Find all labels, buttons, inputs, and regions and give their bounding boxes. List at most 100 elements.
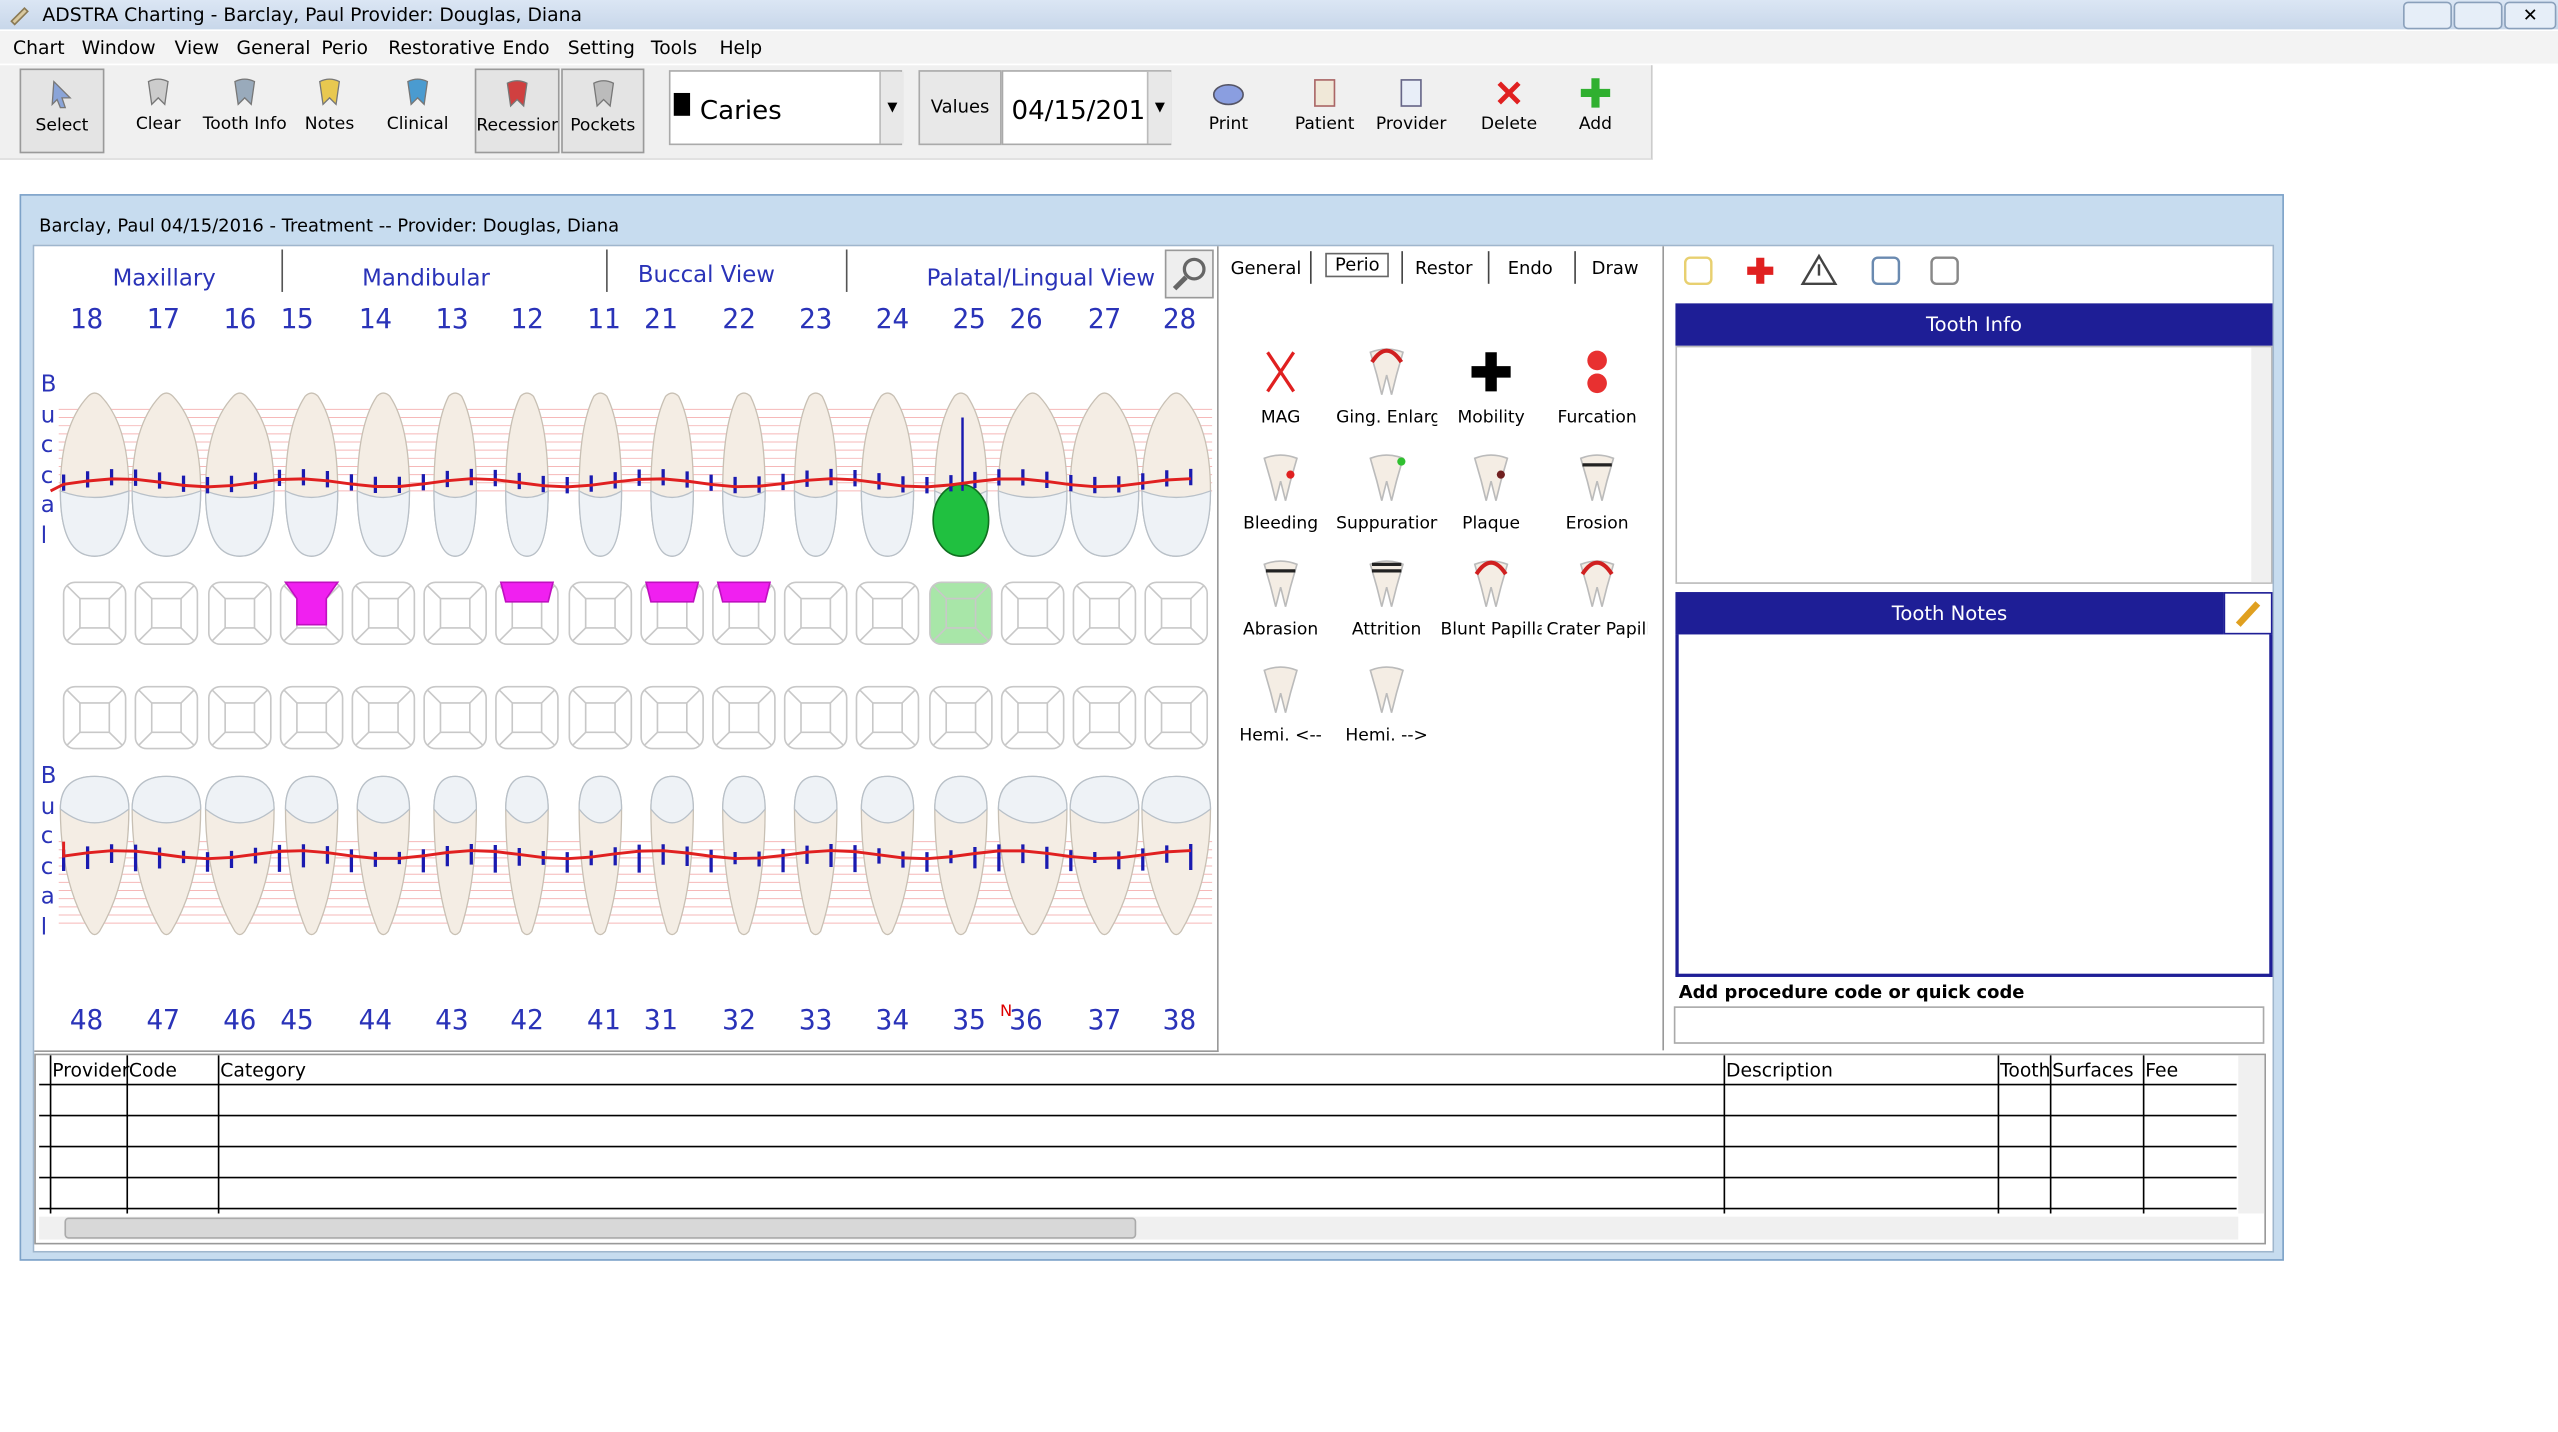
- tooth-notes-box[interactable]: [1675, 634, 2273, 977]
- menu-item[interactable]: Setting: [567, 35, 635, 59]
- tooth-number[interactable]: 32: [722, 1004, 756, 1038]
- tooth-number[interactable]: 44: [358, 1004, 392, 1038]
- date-picker[interactable]: 04/15/2016 ▼: [1001, 70, 1172, 146]
- view-tab[interactable]: Maxillary: [112, 265, 216, 292]
- condition-dropdown[interactable]: Caries ▼: [668, 70, 904, 146]
- tooth-number[interactable]: 31: [644, 1004, 678, 1038]
- tooth-number[interactable]: 36: [1009, 1004, 1043, 1038]
- menu-item[interactable]: General: [236, 35, 311, 59]
- action-button[interactable]: Print: [1188, 69, 1270, 154]
- info-icon[interactable]: [1800, 253, 1838, 286]
- tool-button[interactable]: Clear: [117, 69, 199, 154]
- tooth-number[interactable]: 33: [798, 1004, 833, 1038]
- tooth-number[interactable]: 27: [1087, 303, 1122, 336]
- tools-tab[interactable]: Restor: [1415, 257, 1473, 279]
- action-button[interactable]: Patient: [1284, 69, 1366, 154]
- tooth-number[interactable]: 28: [1162, 303, 1197, 336]
- view-tab[interactable]: Mandibular: [362, 265, 490, 292]
- edit-notes-button[interactable]: [2223, 592, 2273, 635]
- tooth-number[interactable]: 23: [798, 303, 833, 336]
- tooth-number[interactable]: 14: [358, 303, 392, 336]
- menu-item[interactable]: Chart: [13, 35, 65, 59]
- column-header[interactable]: Code: [128, 1058, 177, 1082]
- tool-label[interactable]: Abrasion: [1243, 619, 1319, 640]
- view-tab[interactable]: Palatal/Lingual View: [926, 265, 1156, 292]
- menu-item[interactable]: Restorative: [388, 35, 496, 59]
- tools-tab[interactable]: Perio: [1325, 252, 1390, 278]
- tooth-number[interactable]: 15: [280, 303, 314, 336]
- menu-item[interactable]: Window: [81, 35, 156, 59]
- tool-label[interactable]: Attrition: [1351, 619, 1422, 640]
- tooth-number[interactable]: 16: [223, 303, 257, 336]
- tooth-number[interactable]: 47: [146, 1004, 180, 1038]
- menu-item[interactable]: Endo: [502, 35, 550, 59]
- action-button[interactable]: Delete: [1468, 69, 1550, 154]
- menu-item[interactable]: Help: [719, 35, 763, 59]
- tools-tab[interactable]: Endo: [1507, 257, 1553, 279]
- tooth-number[interactable]: 25: [952, 303, 986, 336]
- info-icon[interactable]: [1930, 256, 1959, 286]
- tooth-number[interactable]: 37: [1087, 1004, 1122, 1038]
- tool-button[interactable]: Tooth Info: [202, 69, 287, 154]
- column-header[interactable]: Surfaces: [2052, 1058, 2134, 1082]
- menu-item[interactable]: Perio: [321, 35, 368, 59]
- action-button[interactable]: Add: [1555, 69, 1637, 154]
- tool-label[interactable]: Suppuration: [1336, 513, 1438, 534]
- tooth-number[interactable]: 18: [69, 303, 104, 336]
- procedure-input[interactable]: [1673, 1006, 2265, 1044]
- tooth-number[interactable]: 24: [875, 303, 910, 336]
- tool-label[interactable]: Blunt Papilla: [1440, 619, 1542, 640]
- scroll-thumb[interactable]: [64, 1217, 1137, 1239]
- tooth-number[interactable]: 45: [280, 1004, 314, 1038]
- tooth-number[interactable]: 11: [586, 303, 621, 336]
- info-icon[interactable]: [1747, 257, 1774, 284]
- tooth-number[interactable]: 12: [510, 303, 544, 336]
- tooth-number[interactable]: 34: [875, 1004, 910, 1038]
- tooth-number[interactable]: 46: [223, 1004, 257, 1038]
- column-header[interactable]: Fee: [2145, 1058, 2179, 1082]
- restore-button[interactable]: [2453, 1, 2503, 30]
- menu-item[interactable]: View: [174, 35, 220, 59]
- tool-button[interactable]: Pockets: [561, 68, 645, 154]
- tool-label[interactable]: Hemi. -->: [1345, 725, 1428, 746]
- tool-label[interactable]: Furcation: [1557, 407, 1637, 428]
- tool-label[interactable]: Erosion: [1565, 513, 1629, 534]
- tool-label[interactable]: Mobility: [1457, 407, 1525, 428]
- menu-item[interactable]: Tools: [650, 35, 698, 59]
- tool-label[interactable]: Plaque: [1462, 513, 1521, 534]
- dropdown-arrow[interactable]: ▼: [879, 71, 904, 144]
- tool-label[interactable]: MAG: [1260, 407, 1301, 428]
- tool-button[interactable]: Select: [19, 68, 105, 154]
- values-button[interactable]: Values: [918, 70, 1002, 146]
- tooth-number[interactable]: 21: [644, 303, 678, 336]
- view-tab[interactable]: Buccal View: [637, 262, 775, 289]
- tool-button[interactable]: Clinical: [375, 69, 460, 154]
- tooth-number[interactable]: 26: [1009, 303, 1043, 336]
- tooth-number[interactable]: 17: [146, 303, 180, 336]
- tooth-number[interactable]: 43: [435, 1004, 469, 1038]
- scrollbar[interactable]: [2251, 347, 2271, 583]
- tooth-number[interactable]: 41: [586, 1004, 621, 1038]
- dropdown-arrow[interactable]: ▼: [1146, 71, 1172, 144]
- tools-tab[interactable]: General: [1230, 257, 1302, 279]
- tool-label[interactable]: Ging. Enlarg: [1336, 407, 1438, 428]
- tool-label[interactable]: Hemi. <--: [1239, 725, 1322, 746]
- column-header[interactable]: Description: [1726, 1058, 1833, 1082]
- info-icon[interactable]: [1683, 256, 1713, 286]
- minimize-button[interactable]: [2403, 1, 2452, 30]
- close-button[interactable]: ✕: [2504, 1, 2557, 30]
- tooth-number[interactable]: 38: [1162, 1004, 1197, 1038]
- tooth-number[interactable]: 22: [722, 303, 756, 336]
- zoom-button[interactable]: [1164, 249, 1214, 299]
- column-header[interactable]: Category: [220, 1058, 306, 1082]
- vertical-scrollbar[interactable]: [2238, 1055, 2265, 1214]
- column-header[interactable]: Tooth: [2000, 1058, 2051, 1082]
- tooth-number[interactable]: 48: [69, 1004, 104, 1038]
- info-icon[interactable]: [1871, 256, 1901, 286]
- tooth-number[interactable]: 42: [510, 1004, 544, 1038]
- tool-button[interactable]: Recession: [474, 68, 560, 154]
- tooth-number[interactable]: 35: [952, 1004, 986, 1038]
- action-button[interactable]: Provider: [1370, 69, 1452, 154]
- tool-button[interactable]: Notes: [294, 69, 366, 154]
- tool-label[interactable]: Crater Papill: [1546, 619, 1648, 640]
